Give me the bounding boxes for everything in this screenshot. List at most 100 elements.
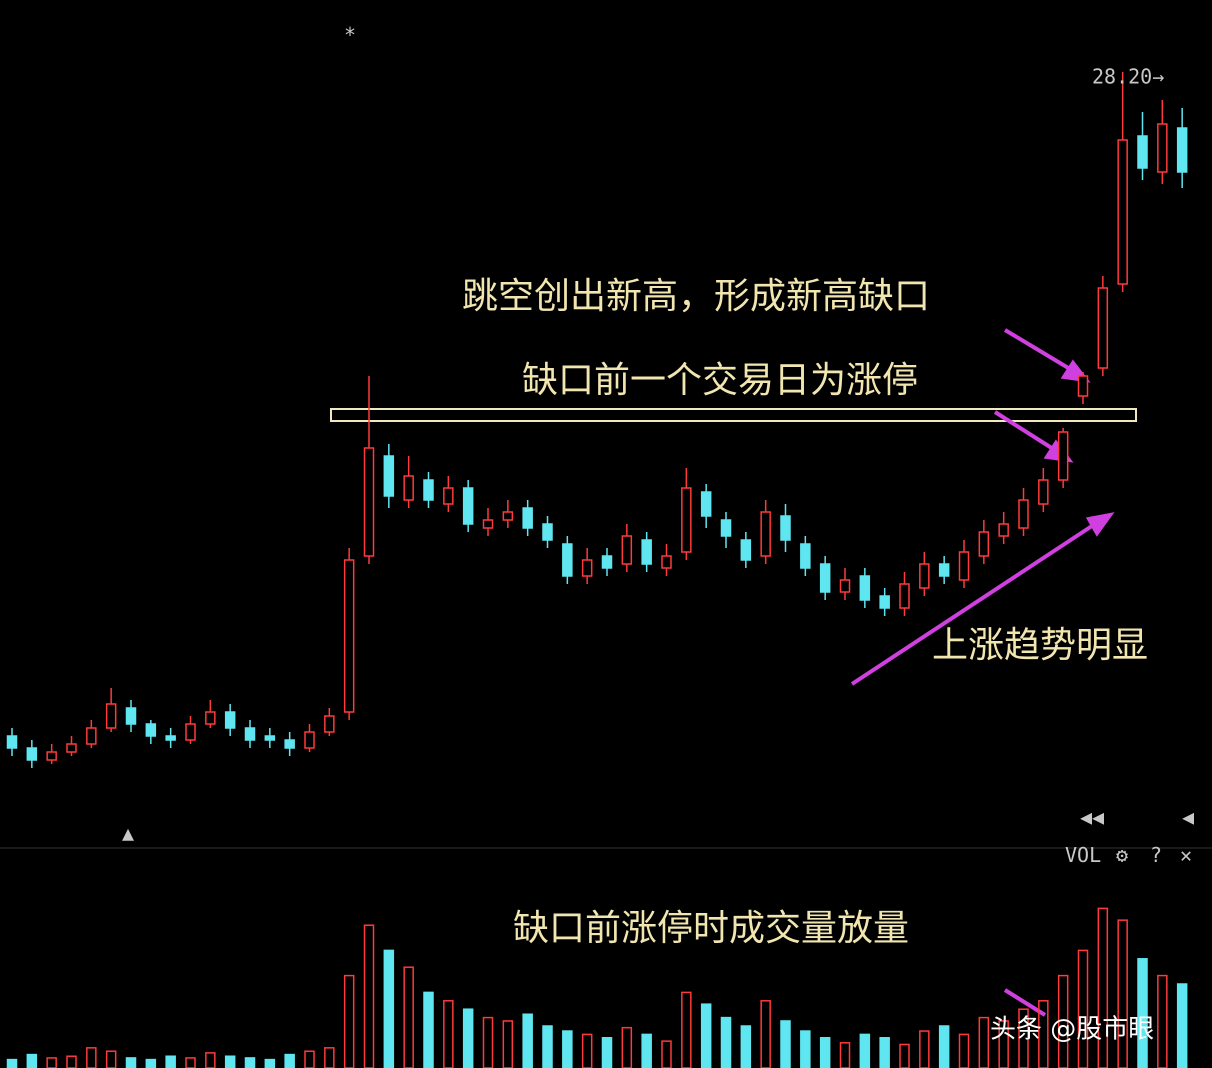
volume-bar	[780, 1020, 791, 1068]
volume-bar	[304, 1050, 315, 1068]
candle-body	[978, 531, 990, 557]
candle-body	[264, 735, 276, 741]
candle-body	[324, 715, 335, 733]
candle-body	[661, 555, 672, 569]
candle-body	[780, 515, 791, 541]
candle-body	[26, 747, 38, 761]
volume-bar	[46, 1057, 57, 1068]
volume-bar	[1117, 919, 1128, 1068]
candle-body	[899, 583, 910, 609]
volume-bar	[383, 949, 395, 1068]
volume-bar	[562, 1030, 573, 1068]
candle-body	[185, 723, 196, 741]
close-icon[interactable]: ✕	[1180, 843, 1192, 867]
volume-bar	[522, 1013, 533, 1068]
candle-body	[919, 563, 930, 589]
candle-body	[720, 519, 732, 537]
volume-bar	[839, 1042, 851, 1068]
volume-bar	[819, 1037, 831, 1068]
volume-bar	[998, 1020, 1009, 1068]
volume-bar	[443, 1000, 454, 1068]
candle-body	[621, 535, 633, 565]
candle-body	[839, 579, 851, 593]
annotation: 缺口前涨停时成交量放量	[513, 908, 909, 949]
candle-body	[46, 751, 57, 761]
candle-body	[1038, 479, 1049, 505]
arrow-head	[1085, 512, 1115, 537]
candle-body	[740, 539, 752, 561]
candle-body	[581, 559, 593, 577]
arrow	[850, 520, 1100, 686]
volume-bar	[700, 1003, 712, 1068]
candle-body	[105, 703, 117, 729]
candle-body	[859, 575, 871, 601]
volume-bar	[661, 1040, 672, 1068]
volume-bar	[125, 1057, 137, 1068]
volume-bar	[800, 1030, 811, 1068]
candle-body	[205, 711, 216, 725]
candle-body	[343, 559, 355, 713]
candle-body	[542, 523, 553, 541]
candle-body	[363, 447, 375, 557]
volume-bar	[601, 1037, 613, 1068]
volume-bar	[740, 1025, 752, 1068]
annotation: 上涨趋势明显	[932, 625, 1148, 666]
star: *	[344, 23, 356, 47]
volume-bar	[958, 1033, 970, 1068]
volume-bar	[1097, 907, 1109, 1068]
volume-bar	[482, 1016, 494, 1068]
candle-body	[462, 487, 474, 525]
volume-bar	[462, 1008, 474, 1068]
candle-body	[1077, 375, 1089, 397]
candle-body	[86, 727, 97, 745]
candle-body	[1137, 135, 1148, 169]
volume-bar	[938, 1025, 950, 1068]
volume-bar	[1157, 974, 1168, 1068]
volume-bar	[1077, 949, 1089, 1068]
resistance-box	[330, 408, 1137, 422]
volume-bar	[919, 1030, 930, 1068]
volume-bar	[165, 1055, 176, 1068]
arrow	[993, 410, 1060, 454]
volume-bar	[760, 1000, 771, 1068]
candle-body	[125, 707, 137, 725]
volume-bar	[1137, 958, 1148, 1068]
volume-bar	[978, 1016, 990, 1068]
arrow	[1003, 328, 1077, 374]
nav-right[interactable]: ◀	[1182, 805, 1194, 829]
volume-bar	[581, 1033, 593, 1068]
help-icon[interactable]: ?	[1150, 843, 1162, 867]
nav-left[interactable]: ◀◀	[1080, 805, 1104, 829]
candles	[6, 72, 1188, 1068]
volume-bar	[621, 1026, 633, 1068]
candle-body	[383, 455, 395, 497]
volume-bar	[86, 1047, 97, 1068]
candle-body	[423, 479, 434, 501]
volume-bar	[720, 1016, 732, 1068]
volume-bar	[363, 924, 375, 1068]
volume-bar	[403, 966, 414, 1068]
volume-bar	[244, 1057, 256, 1068]
volume-bar	[542, 1025, 553, 1068]
candle-body	[1057, 431, 1069, 481]
candle-body	[244, 727, 256, 741]
volume-bar	[423, 991, 434, 1068]
volume-bar	[641, 1033, 652, 1068]
candle-body	[1157, 123, 1168, 173]
volume-bar	[205, 1052, 216, 1068]
volume-bar	[66, 1055, 77, 1068]
candle-body	[760, 511, 771, 557]
volume-bar	[681, 991, 692, 1068]
volume-bar	[899, 1043, 910, 1068]
candle-body	[938, 563, 950, 577]
candle-body	[601, 555, 613, 569]
candle-body	[6, 735, 18, 749]
settings-icon[interactable]: ⚙	[1116, 843, 1128, 867]
volume-bar	[284, 1053, 295, 1068]
candle-body	[522, 507, 533, 529]
candle-body	[998, 523, 1009, 537]
volume-label: VOL	[1065, 843, 1101, 867]
annotation: 缺口前一个交易日为涨停	[522, 360, 918, 401]
candle-body	[482, 519, 494, 529]
